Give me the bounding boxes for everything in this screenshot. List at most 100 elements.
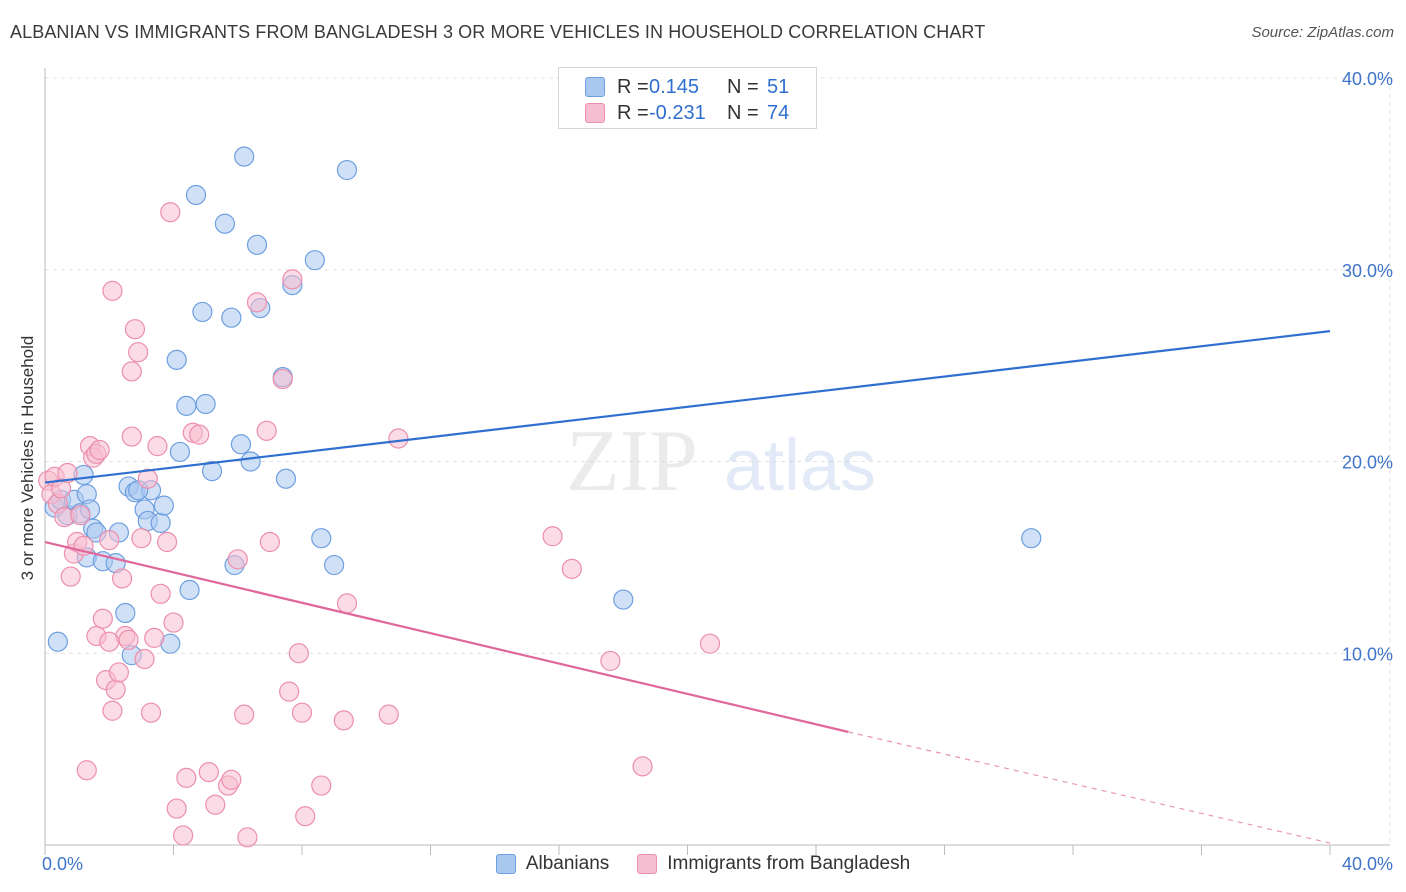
data-point <box>118 629 139 650</box>
data-point <box>234 704 255 725</box>
data-point <box>102 700 123 721</box>
data-point <box>561 558 582 579</box>
legend-swatch-albanians <box>495 854 516 874</box>
y-tick-label: 30.0% <box>1342 261 1393 281</box>
data-point <box>304 250 325 271</box>
data-point <box>99 631 120 652</box>
data-point <box>240 451 261 472</box>
trend-line <box>44 540 849 733</box>
data-point <box>378 704 399 725</box>
source-label: Source: ZipAtlas.com <box>1251 24 1394 41</box>
data-point <box>134 648 155 670</box>
data-point <box>76 760 97 781</box>
data-point <box>47 631 68 652</box>
data-point <box>153 495 174 516</box>
data-point <box>121 361 142 382</box>
data-point <box>128 342 149 363</box>
legend-swatch-albanians <box>585 77 605 97</box>
data-point <box>336 159 358 181</box>
y-tick-label: 40.0% <box>1342 69 1393 89</box>
series-bangladesh-points <box>38 202 721 848</box>
data-point <box>169 441 191 463</box>
legend-swatch-bangladesh <box>585 103 605 123</box>
watermark: ZIP atlas <box>566 413 876 510</box>
data-point <box>311 775 332 796</box>
data-point <box>205 794 226 815</box>
data-point <box>324 554 345 576</box>
data-point <box>173 825 194 846</box>
data-point <box>124 319 146 340</box>
trend-lines <box>44 330 1331 844</box>
data-point <box>600 650 621 672</box>
data-point <box>60 566 81 587</box>
watermark-zip: ZIP <box>566 413 698 510</box>
data-point <box>234 146 255 167</box>
data-point <box>227 549 248 570</box>
legend-r-label: R = <box>617 101 649 124</box>
data-point <box>176 767 197 788</box>
data-point <box>150 583 171 604</box>
data-point <box>115 602 136 624</box>
series-albanians-points <box>44 146 1042 666</box>
data-point <box>256 420 277 441</box>
correlation-legend: R = 0.145 N = 51 R = -0.231 N = 74 <box>558 67 817 129</box>
data-point <box>137 468 158 489</box>
data-point <box>275 468 297 489</box>
legend-label-bangladesh: Immigrants from Bangladesh <box>667 853 911 874</box>
data-point <box>282 269 303 290</box>
data-point <box>613 589 634 610</box>
data-point <box>121 426 142 447</box>
data-point <box>246 292 268 313</box>
data-point <box>246 234 268 255</box>
legend-n-label: N = <box>727 101 759 124</box>
legend-item-albanians[interactable]: Albanians <box>495 853 610 875</box>
data-point <box>295 806 316 827</box>
data-point <box>192 301 213 323</box>
data-point <box>163 612 184 633</box>
data-point <box>147 436 168 457</box>
data-point <box>1021 528 1042 549</box>
data-point <box>166 349 187 370</box>
data-point <box>333 710 354 731</box>
trend-line <box>44 330 1331 484</box>
data-point <box>291 702 313 723</box>
data-point <box>221 769 242 790</box>
data-point <box>388 428 409 449</box>
data-point <box>230 434 252 455</box>
data-point <box>105 679 126 700</box>
data-point <box>156 531 178 553</box>
data-point <box>195 393 216 415</box>
axes <box>44 68 1390 855</box>
data-point <box>131 528 152 549</box>
data-point <box>150 512 171 533</box>
data-point <box>99 530 120 551</box>
data-point <box>279 681 300 702</box>
y-tick-label: 10.0% <box>1342 644 1393 664</box>
y-tick-labels: 10.0% 20.0% 30.0% 40.0% <box>1342 69 1393 664</box>
legend-item-bangladesh[interactable]: Immigrants from Bangladesh <box>637 853 910 875</box>
y-axis-label: 3 or more Vehicles in Household <box>18 335 37 581</box>
data-point <box>214 213 235 234</box>
data-point <box>92 608 113 629</box>
data-point <box>144 627 165 649</box>
data-point <box>160 202 181 223</box>
data-point <box>259 531 280 553</box>
x-tick-label: 0.0% <box>42 854 83 874</box>
data-point <box>179 579 200 601</box>
data-point <box>632 756 653 777</box>
data-point <box>699 633 721 654</box>
legend-r-value: -0.231 <box>649 101 706 124</box>
legend-r-label: R = <box>617 75 649 98</box>
legend-row-albanians: R = 0.145 N = 51 <box>585 74 789 100</box>
trend-line-extension <box>847 731 1331 844</box>
data-point <box>166 798 187 819</box>
y-tick-label: 20.0% <box>1342 453 1393 473</box>
data-point <box>70 505 91 526</box>
data-point <box>102 280 123 301</box>
watermark-atlas: atlas <box>724 426 876 506</box>
legend-label-albanians: Albanians <box>525 853 610 874</box>
data-point <box>237 827 258 848</box>
x-tick-label: 40.0% <box>1342 854 1393 874</box>
data-point <box>311 528 332 549</box>
